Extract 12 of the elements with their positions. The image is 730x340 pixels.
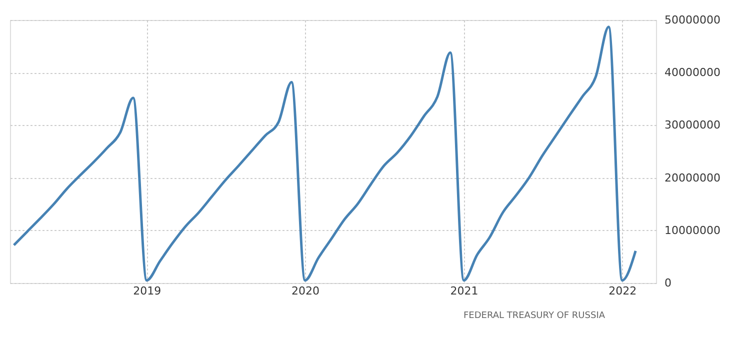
x-tick-label: 2020 — [292, 284, 320, 298]
x-tick-label: 2021 — [450, 284, 478, 298]
y-tick-label: 50000000 — [664, 14, 720, 26]
y-tick-label: 30000000 — [664, 118, 720, 132]
line-series — [12, 26, 637, 282]
x-tick-label: 2022 — [608, 284, 637, 298]
text: FEDERAL TREASURY OF RUSSIA — [463, 311, 606, 321]
x-tick-label: 2019 — [133, 284, 162, 298]
y-tick-label: 0 — [664, 276, 672, 290]
y-tick-label: 40000000 — [664, 66, 720, 80]
y-tick-label: 10000000 — [664, 224, 720, 237]
y-tick-label: 20000000 — [664, 171, 720, 184]
